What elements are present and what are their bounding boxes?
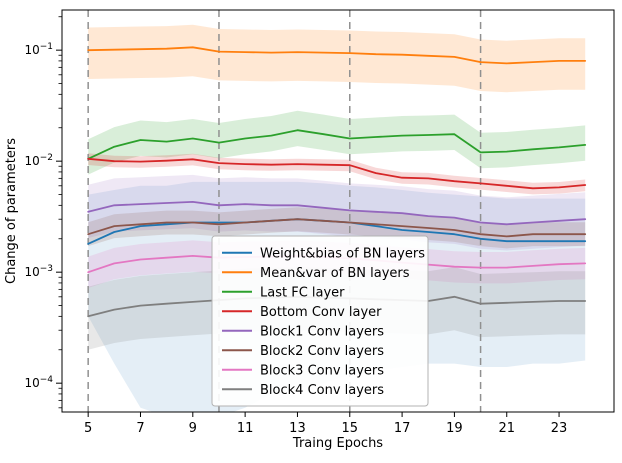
legend-label-block4-conv-layers: Block4 Conv layers <box>260 383 384 398</box>
line-last-fc-layer <box>87 129 587 160</box>
legend-label-last-fc-layer: Last FC layer <box>260 285 345 300</box>
plot-border <box>61 9 615 413</box>
legend-label-mean-var-of-bn-layers: Mean&var of BN layers <box>260 266 410 281</box>
band-bottom-conv-layer <box>88 153 586 195</box>
line-bottom-conv-layer <box>87 157 587 190</box>
x-tick-label: 17 <box>394 421 411 436</box>
x-tick-label: 23 <box>551 421 568 436</box>
line-mean-var-of-bn-layers <box>87 46 587 65</box>
x-tick-label: 19 <box>446 421 463 436</box>
legend-box <box>211 235 429 407</box>
x-tick-label: 13 <box>289 421 306 436</box>
x-axis-label: Traing Epochs <box>292 436 383 451</box>
x-tick-label: 11 <box>237 421 254 436</box>
x-tick-label: 7 <box>136 421 144 436</box>
x-tick-label: 21 <box>498 421 515 436</box>
y-tick-label: 10−1 <box>24 42 53 57</box>
y-tick-label: 10−3 <box>24 264 53 279</box>
x-tick-label: 15 <box>341 421 358 436</box>
band-mean-var-of-bn-layers <box>88 24 586 93</box>
y-tick-label: 10−2 <box>24 153 53 168</box>
x-tick-label: 5 <box>84 421 92 436</box>
line-block2-conv-layers <box>87 218 587 238</box>
legend-label-block2-conv-layers: Block2 Conv layers <box>260 344 384 359</box>
legend-label-block1-conv-layers: Block1 Conv layers <box>260 324 384 339</box>
legend-label-bottom-conv-layer: Bottom Conv layer <box>260 305 382 320</box>
legend-label-block3-conv-layers: Block3 Conv layers <box>260 363 384 378</box>
x-tick-label: 9 <box>189 421 197 436</box>
legend: Weight&bias of BN layers Mean&var of BN l… <box>211 235 429 407</box>
band-block2-conv-layers <box>88 207 586 249</box>
line-block1-conv-layers <box>87 201 587 226</box>
y-tick-label: 10−4 <box>24 375 53 390</box>
y-axis-label: Change of parameters <box>4 138 19 284</box>
x-axis: 5 7 9 11 13 15 17 19 21 23 <box>84 412 567 436</box>
band-last-fc-layer <box>88 110 586 175</box>
legend-label-weight-bias-of-bn-layers: Weight&bias of BN layers <box>260 246 425 261</box>
y-axis: 10−4 10−3 10−2 10−1 <box>24 16 62 409</box>
